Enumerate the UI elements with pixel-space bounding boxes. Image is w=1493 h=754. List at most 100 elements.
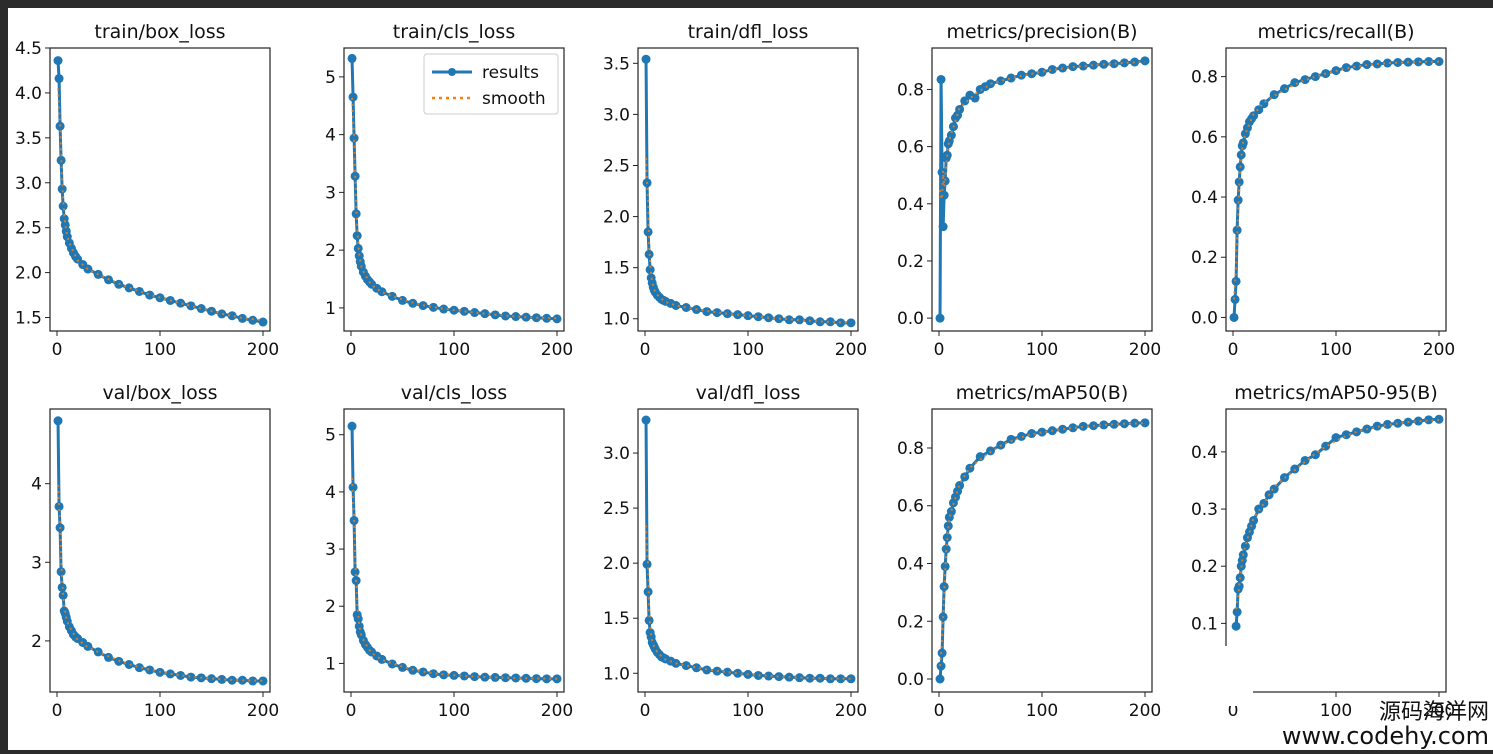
subplot-title: train/box_loss [94,21,225,43]
data-point [940,561,950,571]
data-point [439,304,449,314]
y-tick-label: 3.0 [603,444,630,464]
watermark-line2: www.codehy.com [1281,722,1489,750]
y-tick-label: 2.5 [15,219,42,239]
y-tick-label: 1.5 [603,259,630,279]
y-tick-label: 0.2 [1191,557,1218,577]
data-point [56,155,66,165]
data-point [733,668,743,678]
data-point [955,481,965,491]
x-tick-label: 100 [438,701,470,721]
x-tick-label: 0 [934,701,945,721]
data-point [996,76,1006,86]
subplot-4: metrics/recall(B) 0 100 200 0.0 0.2 0.4 0.6 0.8 [1191,21,1455,360]
subplot-5: val/box_loss 0 100 200 2 3 4 [31,382,279,721]
data-point [641,415,651,425]
data-point [176,298,186,308]
data-point [815,317,825,327]
x-tick-label: 100 [1026,701,1058,721]
data-point [511,673,521,683]
data-point [825,674,835,684]
data-point [439,670,449,680]
data-point [939,190,949,200]
data-point [1230,294,1240,304]
data-point [1383,58,1392,68]
data-point [54,74,64,84]
data-point [542,674,552,684]
data-point [846,674,856,684]
y-tick-label: 3.0 [15,174,42,194]
data-point [459,306,469,316]
y-tick-label: 1.0 [603,664,630,684]
y-tick-label: 4.5 [15,39,42,59]
y-tick-label: 0.8 [897,439,924,459]
x-tick-label: 0 [346,701,357,721]
y-tick-label: 3.0 [603,105,630,125]
data-point [1234,581,1244,591]
data-point [248,676,258,686]
data-point [1099,420,1109,430]
data-point [784,315,794,325]
x-tick-label: 200 [541,340,573,360]
y-tick-label: 0.3 [1191,500,1218,520]
data-point [681,661,691,671]
data-point [722,667,732,677]
data-point [1078,61,1088,71]
y-tick-label: 0.4 [897,195,924,215]
y-tick-label: 0.0 [897,309,924,329]
data-point [1393,57,1403,67]
x-tick-label: 0 [934,340,945,360]
data-point [217,309,227,319]
x-tick-label: 0 [640,701,651,721]
subplot-title: train/dfl_loss [688,21,809,43]
x-tick-label: 200 [835,701,867,721]
data-point [186,301,196,311]
series-line-results [644,59,851,325]
data-point [702,307,712,317]
data-point [942,533,952,543]
axes-frame [637,408,859,693]
data-point [1254,105,1264,115]
x-tick-label: 0 [52,340,63,360]
y-tick-label: 1.0 [603,310,630,330]
series-line-smooth [57,88,264,322]
legend-results-marker [448,68,456,76]
x-tick-label: 100 [144,340,176,360]
data-point [237,313,247,323]
axes-frame [1225,47,1447,332]
x-tick-label: 200 [1423,701,1455,721]
data-point [1424,57,1434,67]
data-point [352,231,362,241]
watermark-line1: 源码海洋网 [1378,700,1489,725]
data-point [511,312,521,322]
data-point [1393,418,1403,428]
x-tick-label: 200 [247,340,279,360]
data-point [753,312,763,322]
results-figure: train/box_loss 0 100 200 1.5 2.0 2.5 3.0 3.5 4.0 4… [8,8,1493,750]
data-point [145,665,155,675]
data-point [1058,424,1068,434]
data-point [1413,416,1423,426]
subplot-title: train/cls_loss [393,21,515,43]
subplot-title: val/dfl_loss [696,382,801,404]
data-point [938,222,948,232]
subplot-3: metrics/precision(B) 0 100 200 0.0 0.2 0.4 0.6 0… [897,21,1161,360]
data-point [644,615,654,625]
data-point [1229,312,1239,322]
data-point [1300,455,1310,465]
data-point [1016,431,1026,441]
data-point [753,670,763,680]
data-point [428,302,438,312]
series-line-results [1232,60,1439,318]
data-point [1424,415,1434,425]
data-point [1119,58,1129,68]
data-point [531,674,541,684]
data-point [57,184,67,194]
series-line-smooth [939,60,1146,202]
data-point [1140,56,1150,66]
data-point [258,317,268,327]
watermark: 源码海洋网 www.codehy.com [1281,700,1489,750]
x-tick-label: 100 [732,701,764,721]
y-tick-label: 2.0 [603,208,630,228]
x-tick-label: 100 [144,701,176,721]
